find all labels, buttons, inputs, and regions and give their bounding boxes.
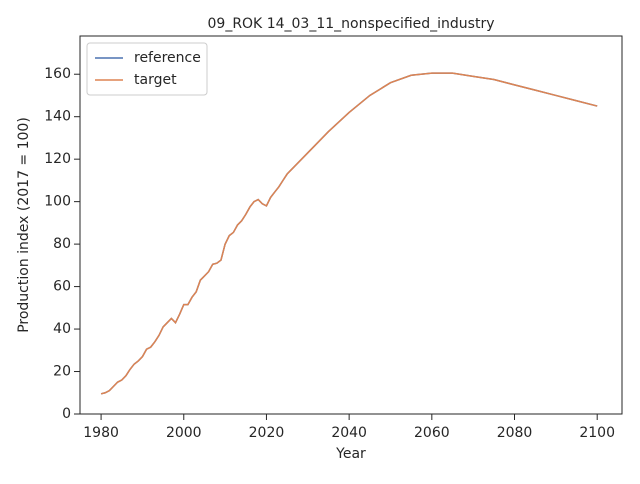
y-tick-label: 140 xyxy=(44,109,71,125)
legend-box xyxy=(86,42,208,96)
x-tick-label: 2020 xyxy=(249,425,285,441)
y-tick-label: 160 xyxy=(44,66,71,82)
y-tick-label: 80 xyxy=(53,236,71,252)
x-tick-label: 2000 xyxy=(166,425,202,441)
x-tick-label: 2080 xyxy=(497,425,533,441)
x-tick-label: 2040 xyxy=(331,425,367,441)
chart-title: 09_ROK 14_03_11_nonspecified_industry xyxy=(208,16,495,32)
y-tick-label: 40 xyxy=(53,321,71,337)
y-axis-label: Production index (2017 = 100) xyxy=(16,117,32,333)
y-tick-label: 20 xyxy=(53,364,71,380)
legend-label: target xyxy=(134,72,177,88)
line xyxy=(100,72,598,395)
y-tick-label: 120 xyxy=(44,151,71,167)
x-tick-label: 1980 xyxy=(83,425,119,441)
x-axis-label: Year xyxy=(335,446,366,462)
plot-frame xyxy=(79,35,623,415)
y-tick-label: 60 xyxy=(53,279,71,295)
y-tick-label: 0 xyxy=(62,406,71,422)
legend-label: reference xyxy=(134,50,201,66)
x-tick-label: 2060 xyxy=(414,425,450,441)
line xyxy=(100,72,598,395)
y-tick-label: 100 xyxy=(44,194,71,210)
x-tick-label: 2100 xyxy=(579,425,615,441)
